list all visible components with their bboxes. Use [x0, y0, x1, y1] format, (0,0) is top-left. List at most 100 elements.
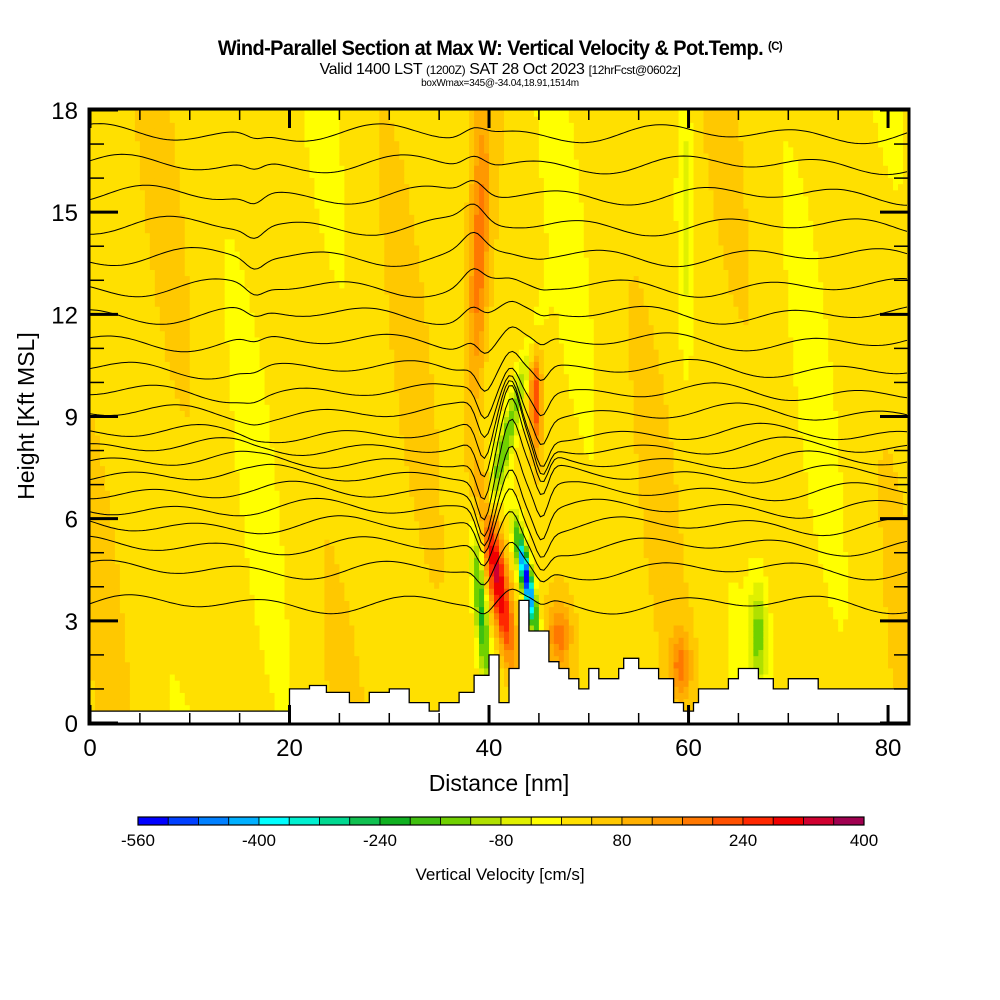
- field-cell: [199, 159, 206, 166]
- field-cell: [124, 195, 131, 203]
- field-cell: [109, 698, 116, 706]
- field-cell: [274, 189, 281, 197]
- field-cell: [259, 508, 266, 516]
- field-cell: [139, 557, 146, 565]
- field-cell: [149, 195, 156, 203]
- field-cell: [94, 189, 101, 197]
- field-cell: [159, 600, 166, 608]
- field-cell: [199, 600, 206, 608]
- field-cell: [329, 195, 335, 203]
- field-cell: [229, 575, 236, 583]
- field-cell: [164, 171, 171, 179]
- field-cell: [114, 134, 121, 142]
- field-cell: [144, 183, 151, 191]
- field-cell: [274, 410, 281, 418]
- field-cell: [259, 514, 266, 522]
- field-cell: [189, 152, 196, 160]
- field-cell: [194, 569, 201, 577]
- field-cell: [169, 520, 176, 528]
- field-cell: [109, 667, 116, 675]
- field-cell: [219, 189, 226, 197]
- field-cell: [284, 269, 291, 277]
- field-cell: [329, 226, 335, 234]
- field-cell: [244, 655, 251, 663]
- field-cell: [294, 532, 301, 540]
- field-cell: [234, 146, 241, 154]
- field-cell: [194, 447, 201, 454]
- field-cell: [274, 330, 281, 338]
- field-cell: [134, 447, 141, 454]
- field-cell: [209, 269, 216, 277]
- field-cell: [284, 612, 291, 620]
- field-cell: [244, 214, 251, 221]
- field-cell: [149, 349, 156, 356]
- field-cell: [109, 238, 116, 246]
- field-cell: [259, 232, 266, 240]
- field-cell: [99, 692, 106, 700]
- field-cell: [174, 539, 181, 546]
- field-cell: [324, 293, 331, 301]
- field-cell: [109, 643, 116, 651]
- field-cell: [239, 379, 246, 387]
- field-cell: [304, 673, 311, 681]
- field-cell: [134, 177, 141, 185]
- field-cell: [124, 490, 131, 497]
- field-cell: [319, 287, 326, 295]
- field-cell: [104, 336, 111, 344]
- field-cell: [99, 434, 106, 442]
- field-cell: [199, 177, 206, 185]
- field-cell: [169, 306, 176, 313]
- field-cell: [104, 692, 111, 700]
- field-cell: [249, 281, 256, 289]
- field-cell: [204, 704, 211, 712]
- field-cell: [209, 600, 216, 608]
- field-cell: [129, 667, 136, 675]
- field-cell: [209, 293, 216, 301]
- field-cell: [224, 588, 231, 595]
- field-cell: [259, 526, 266, 534]
- field-cell: [214, 250, 221, 258]
- field-cell: [104, 588, 111, 595]
- field-cell: [299, 128, 306, 136]
- field-cell: [249, 385, 256, 393]
- field-cell: [174, 293, 181, 301]
- field-cell: [204, 208, 211, 215]
- field-cell: [269, 422, 276, 430]
- field-cell: [334, 514, 340, 522]
- field-cell: [119, 618, 126, 626]
- field-cell: [214, 128, 221, 136]
- field-cell: [114, 257, 121, 264]
- field-cell: [189, 238, 196, 246]
- field-cell: [139, 342, 146, 350]
- field-cell: [254, 146, 261, 154]
- field-cell: [269, 398, 276, 405]
- field-cell: [154, 551, 161, 559]
- field-cell: [239, 275, 246, 283]
- field-cell: [99, 600, 106, 608]
- field-cell: [99, 637, 106, 644]
- field-cell: [124, 330, 131, 338]
- field-cell: [149, 441, 156, 448]
- field-cell: [314, 643, 321, 651]
- field-cell: [149, 342, 156, 350]
- field-cell: [244, 557, 251, 565]
- field-cell: [329, 606, 335, 614]
- field-cell: [169, 514, 176, 522]
- field-cell: [219, 342, 226, 350]
- field-cell: [179, 447, 186, 454]
- field-cell: [254, 220, 261, 228]
- field-cell: [209, 318, 216, 326]
- field-cell: [219, 244, 226, 252]
- field-cell: [224, 643, 231, 651]
- field-cell: [164, 483, 171, 491]
- field-cell: [309, 416, 316, 424]
- field-cell: [179, 404, 186, 411]
- field-cell: [219, 116, 226, 123]
- field-cell: [159, 110, 166, 117]
- field-cell: [119, 220, 126, 228]
- field-cell: [219, 465, 226, 473]
- field-cell: [99, 159, 106, 166]
- field-cell: [199, 471, 206, 479]
- field-cell: [249, 594, 256, 601]
- field-cell: [139, 422, 146, 430]
